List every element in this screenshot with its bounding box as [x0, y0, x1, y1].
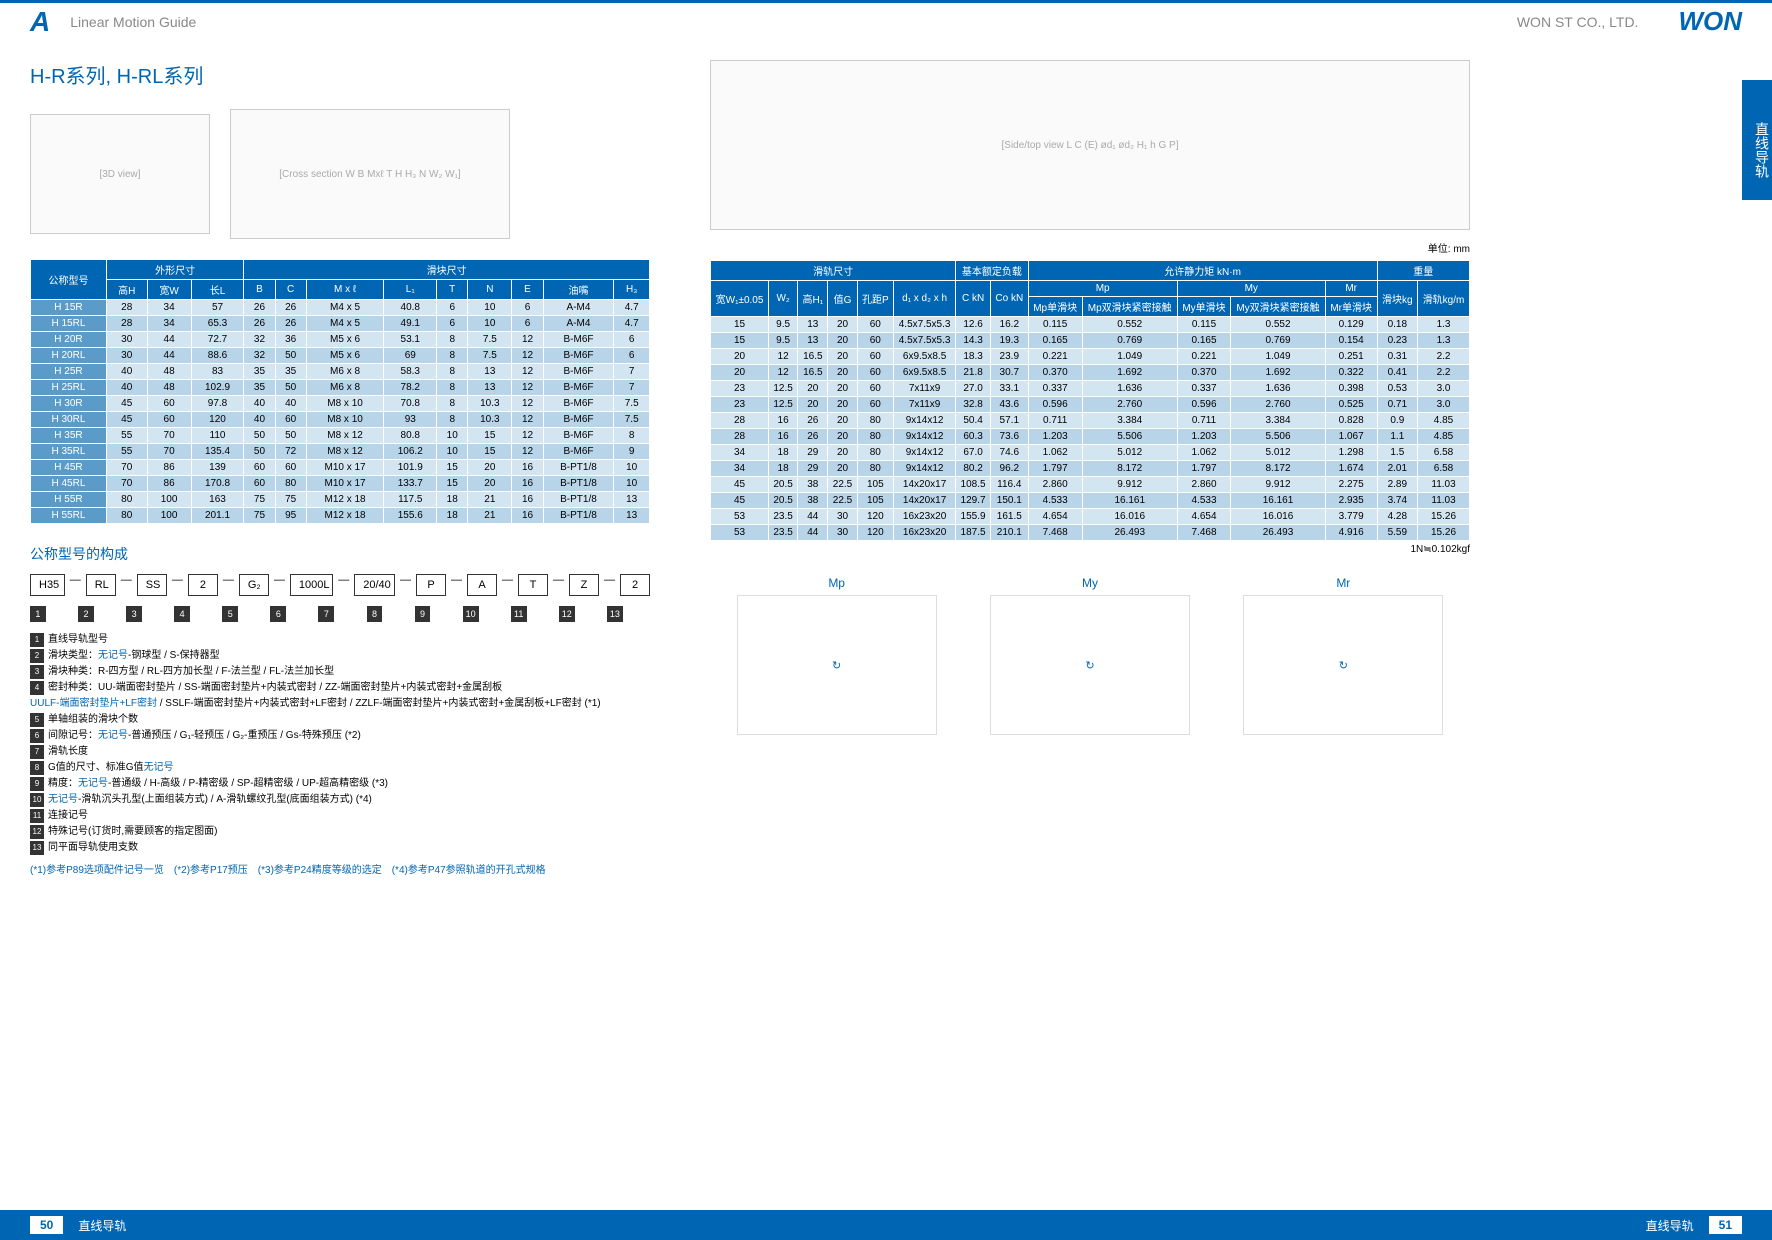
header-subtitle: Linear Motion Guide: [70, 14, 196, 30]
footer: 50 直线导轨 直线导轨 51: [0, 1210, 1772, 1240]
config-box: 2: [620, 574, 650, 596]
formula-note: 1N≒0.102kgf: [710, 544, 1470, 555]
config-box: 1000L: [290, 574, 333, 596]
config-box: SS: [137, 574, 167, 596]
config-box: H35: [30, 574, 65, 596]
config-box: Z: [569, 574, 599, 596]
side-tab: 直线导轨: [1742, 80, 1772, 200]
config-box: T: [518, 574, 548, 596]
reference-notes: (*1)参考P89选项配件记号一览 (*2)参考P17预压 (*3)参考P24精…: [30, 861, 650, 876]
cross-section-diagram: [Cross section W B Mxℓ T H H₃ N W₂ W₁]: [230, 109, 510, 239]
config-box: G₂: [239, 574, 269, 596]
moment-diagrams: Mp↻ My↻ Mr↻: [710, 595, 1470, 745]
header-letter: A: [30, 6, 50, 38]
config-box: P: [416, 574, 446, 596]
notes-list: 1直线导轨型号2滑块类型：无记号-钢球型 / S-保持器型3滑块种类：R-四方型…: [30, 632, 650, 856]
side-view-diagram: [Side/top view L C (E) ød₁ ød₂ H₁ h G P]: [710, 60, 1470, 230]
dimensions-table-2: 滑轨尺寸基本额定负载允许静力矩 kN·m重量 宽W₁±0.05W₂高H₁值G孔距…: [710, 260, 1470, 541]
page-num-left: 50: [30, 1216, 63, 1234]
config-title: 公称型号的构成: [30, 544, 650, 564]
page-num-right: 51: [1709, 1216, 1742, 1234]
config-box: 20/40: [354, 574, 395, 596]
logo: WON: [1678, 6, 1742, 37]
page-title: H-R系列, H-RL系列: [30, 60, 650, 89]
company-name: WON ST CO., LTD.: [1517, 14, 1639, 30]
config-box: 2: [188, 574, 218, 596]
unit-note: 单位: mm: [710, 240, 1470, 255]
config-box: RL: [86, 574, 116, 596]
dimensions-table-1: 公称型号外形尺寸滑块尺寸 高H宽W长LBCM x ℓL₁TNE油嘴H₃ H 15…: [30, 259, 650, 524]
config-box: A: [467, 574, 497, 596]
product-3d-diagram: [3D view]: [30, 114, 210, 234]
